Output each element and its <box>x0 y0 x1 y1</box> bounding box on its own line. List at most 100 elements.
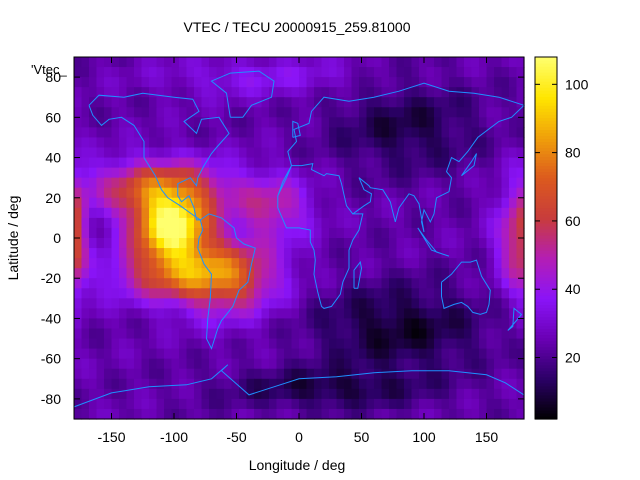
heatmap-cell <box>389 278 398 289</box>
heatmap-cell <box>449 137 458 149</box>
heatmap-cell <box>194 77 203 88</box>
heatmap-cell <box>471 258 480 269</box>
heatmap-cell <box>134 157 143 169</box>
heatmap-cell <box>389 318 398 330</box>
heatmap-cell <box>201 378 210 390</box>
heatmap-cell <box>284 378 293 390</box>
heatmap-cell <box>156 157 165 169</box>
heatmap-cell <box>456 197 465 209</box>
heatmap-cell <box>239 57 248 68</box>
heatmap-cell <box>426 227 435 239</box>
heatmap-cell <box>479 398 488 410</box>
heatmap-cell <box>434 348 443 360</box>
heatmap-cell <box>254 368 263 380</box>
heatmap-cell <box>314 227 323 239</box>
heatmap-cell <box>179 398 188 410</box>
heatmap-cell <box>194 348 203 360</box>
heatmap-cell <box>426 147 435 159</box>
heatmap-cell <box>516 217 525 229</box>
heatmap-cell <box>164 207 173 219</box>
heatmap-cell <box>246 97 255 108</box>
heatmap-cell <box>374 77 383 88</box>
heatmap-cell <box>171 227 180 239</box>
heatmap-cell <box>134 238 143 249</box>
heatmap-cell <box>374 147 383 159</box>
heatmap-cell <box>299 57 308 68</box>
colorbar-segment <box>535 277 557 281</box>
heatmap-cell <box>134 97 143 108</box>
heatmap-cell <box>314 207 323 219</box>
colorbar-segment <box>535 120 557 124</box>
heatmap-cell <box>74 408 83 420</box>
heatmap-cell <box>164 398 173 410</box>
heatmap-cell <box>329 57 338 68</box>
heatmap-cell <box>194 278 203 289</box>
heatmap-cell <box>179 278 188 289</box>
coastline-madagascar <box>353 260 363 289</box>
heatmap-cell <box>299 288 308 299</box>
heatmap-cell <box>81 408 90 420</box>
heatmap-cell <box>426 318 435 330</box>
heatmap-cell <box>156 57 165 68</box>
colorbar-segment <box>535 114 557 118</box>
heatmap-cell <box>449 127 458 139</box>
heatmap-cell <box>486 408 495 420</box>
heatmap-cell <box>509 308 518 320</box>
heatmap-cell <box>89 97 98 108</box>
heatmap-cell <box>374 117 383 128</box>
heatmap-cell <box>111 248 120 259</box>
heatmap-cell <box>366 57 375 68</box>
heatmap-cell <box>74 248 83 259</box>
heatmap-cell <box>126 368 135 380</box>
heatmap-cell <box>201 217 210 229</box>
heatmap-cell <box>314 127 323 139</box>
heatmap-cell <box>119 288 128 299</box>
heatmap-cell <box>134 117 143 128</box>
heatmap-cell <box>471 117 480 128</box>
heatmap-cell <box>156 328 165 340</box>
heatmap-cell <box>104 87 113 98</box>
heatmap-cell <box>126 167 135 179</box>
heatmap-cell <box>329 227 338 239</box>
heatmap-cell <box>209 318 218 330</box>
heatmap-cell <box>494 238 503 249</box>
heatmap-cell <box>419 318 428 330</box>
heatmap-cell <box>156 87 165 98</box>
heatmap-cell <box>479 378 488 390</box>
heatmap-cell <box>179 318 188 330</box>
heatmap-cell <box>171 87 180 98</box>
heatmap-cell <box>374 318 383 330</box>
heatmap-cell <box>149 157 158 169</box>
heatmap-cell <box>314 338 323 350</box>
colorbar-segment <box>535 105 557 109</box>
heatmap-cell <box>141 268 150 279</box>
heatmap-cell <box>119 157 128 169</box>
heatmap-cell <box>314 368 323 380</box>
heatmap-cell <box>329 67 338 78</box>
heatmap-cell <box>456 57 465 68</box>
heatmap-cell <box>419 137 428 149</box>
heatmap-cell <box>404 358 413 370</box>
heatmap-cell <box>471 288 480 299</box>
heatmap-cell <box>111 278 120 289</box>
heatmap-cell <box>164 378 173 390</box>
colorbar-segment <box>535 256 557 260</box>
heatmap-cell <box>111 368 120 380</box>
heatmap-cell <box>194 147 203 159</box>
coastline-australia <box>441 259 491 315</box>
heatmap-cell <box>441 298 450 309</box>
heatmap-cell <box>336 107 345 118</box>
heatmap-cell <box>111 137 120 149</box>
heatmap-cell <box>471 328 480 340</box>
colorbar-segment <box>535 406 557 411</box>
heatmap-cell <box>246 177 255 189</box>
heatmap-cell <box>224 278 233 289</box>
heatmap-cell <box>149 137 158 149</box>
heatmap-cell <box>321 368 330 380</box>
heatmap-cell <box>224 207 233 219</box>
heatmap-cell <box>411 378 420 390</box>
heatmap-cell <box>381 388 390 400</box>
heatmap-cell <box>74 388 83 400</box>
heatmap-cell <box>134 398 143 410</box>
heatmap-cell <box>74 147 83 159</box>
